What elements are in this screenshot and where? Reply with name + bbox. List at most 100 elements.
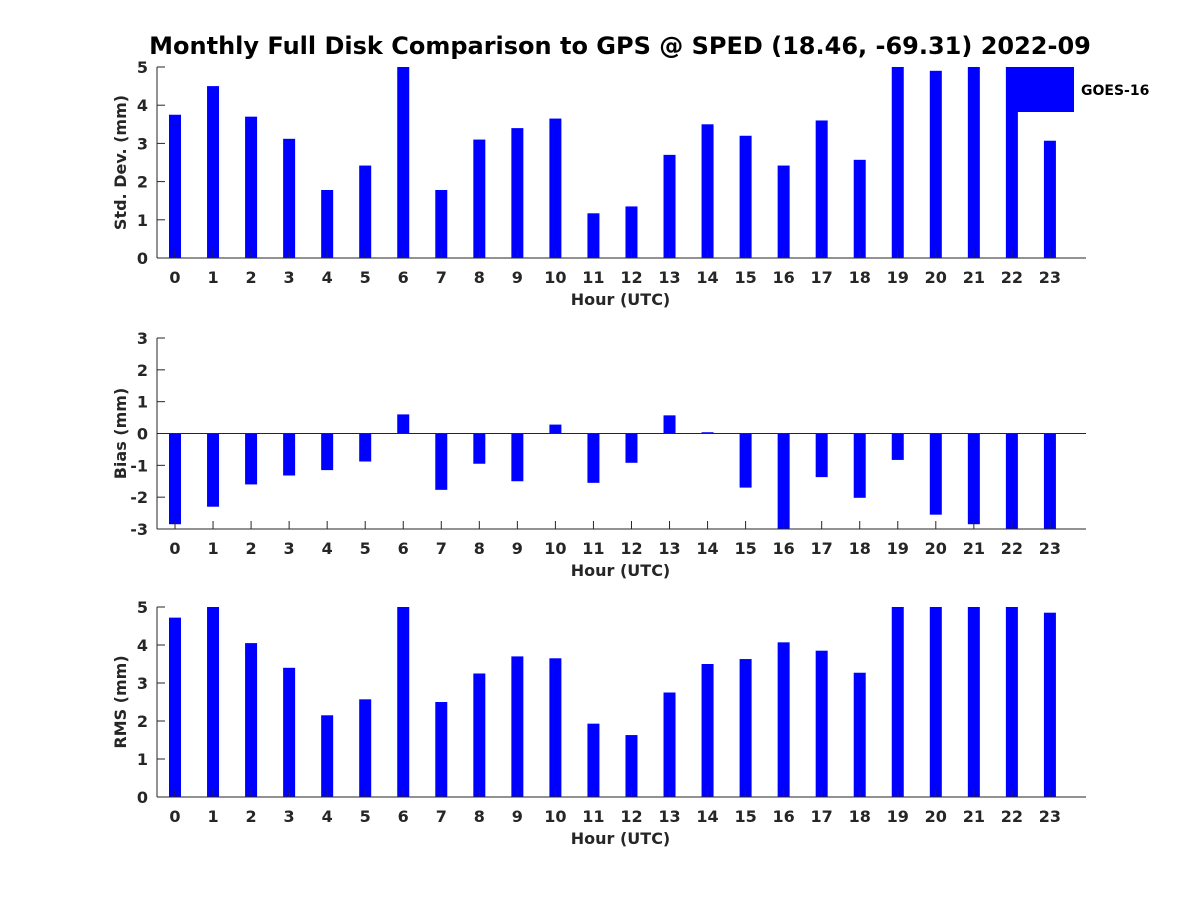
y-tick-label: 1 xyxy=(137,211,148,230)
bar-1-9 xyxy=(511,433,524,482)
x-tick-label: 13 xyxy=(658,807,680,826)
bar-2-18 xyxy=(853,672,866,797)
y-tick-label: 3 xyxy=(137,674,148,693)
legend-label: GOES-16 xyxy=(1081,83,1149,99)
bar-2-6 xyxy=(397,607,410,797)
bar-1-2 xyxy=(245,433,258,485)
y-tick-label: 2 xyxy=(137,712,148,731)
bar-2-0 xyxy=(169,617,181,797)
bar-1-15 xyxy=(739,433,752,488)
bar-0-8 xyxy=(473,139,486,258)
bar-1-13 xyxy=(663,415,676,434)
bar-0-3 xyxy=(283,138,296,258)
x-tick-label: 12 xyxy=(620,539,642,558)
bar-2-10 xyxy=(549,658,562,797)
x-tick-label: 4 xyxy=(322,268,333,287)
bar-2-13 xyxy=(663,692,676,797)
bar-2-2 xyxy=(245,643,258,797)
x-tick-label: 14 xyxy=(696,268,718,287)
bar-2-16 xyxy=(777,642,790,797)
x-tick-label: 14 xyxy=(696,807,718,826)
x-axis-label: Hour (UTC) xyxy=(571,829,671,848)
chart-title: Monthly Full Disk Comparison to GPS @ SP… xyxy=(149,32,1091,60)
bar-1-7 xyxy=(435,433,448,490)
x-tick-label: 10 xyxy=(544,268,566,287)
x-tick-label: 10 xyxy=(544,539,566,558)
bar-2-1 xyxy=(207,607,220,797)
x-tick-label: 11 xyxy=(582,268,604,287)
y-tick-label: 1 xyxy=(137,393,148,412)
x-tick-label: 13 xyxy=(658,268,680,287)
x-tick-label: 5 xyxy=(360,539,371,558)
bar-0-9 xyxy=(511,128,524,258)
bar-1-10 xyxy=(549,424,562,434)
x-tick-label: 6 xyxy=(398,268,409,287)
x-tick-label: 12 xyxy=(620,268,642,287)
x-tick-label: 20 xyxy=(925,807,947,826)
x-tick-label: 18 xyxy=(849,539,871,558)
y-axis-label: RMS (mm) xyxy=(111,655,130,748)
y-tick-label: 5 xyxy=(137,58,148,77)
x-tick-label: 9 xyxy=(512,807,523,826)
x-tick-label: 0 xyxy=(169,807,180,826)
x-tick-label: 17 xyxy=(811,539,833,558)
x-tick-label: 3 xyxy=(284,807,295,826)
bar-1-6 xyxy=(397,414,410,434)
x-tick-label: 11 xyxy=(582,539,604,558)
x-tick-label: 12 xyxy=(620,807,642,826)
x-tick-label: 1 xyxy=(207,539,218,558)
legend[interactable]: GOES-16 xyxy=(1008,67,1149,112)
y-tick-label: 0 xyxy=(137,788,148,807)
bar-1-5 xyxy=(359,433,372,462)
x-tick-label: 9 xyxy=(512,268,523,287)
bar-0-18 xyxy=(853,159,866,258)
y-tick-label: 4 xyxy=(137,96,148,115)
x-tick-label: 15 xyxy=(734,268,756,287)
x-tick-label: 2 xyxy=(246,807,257,826)
x-tick-label: 2 xyxy=(246,268,257,287)
x-tick-label: 21 xyxy=(963,807,985,826)
x-tick-label: 10 xyxy=(544,807,566,826)
bar-2-19 xyxy=(891,607,904,797)
y-tick-label: 2 xyxy=(137,173,148,192)
y-tick-label: 3 xyxy=(137,329,148,348)
y-tick-label: 2 xyxy=(137,361,148,380)
y-tick-label: -2 xyxy=(130,488,148,507)
bar-2-3 xyxy=(283,667,296,797)
x-tick-label: 3 xyxy=(284,268,295,287)
x-tick-label: 18 xyxy=(849,807,871,826)
bar-2-8 xyxy=(473,673,486,797)
bar-1-12 xyxy=(625,433,638,463)
y-tick-label: 5 xyxy=(137,598,148,617)
x-tick-label: 6 xyxy=(398,807,409,826)
bar-0-20 xyxy=(929,70,942,258)
x-tick-label: 8 xyxy=(474,539,485,558)
x-tick-label: 7 xyxy=(436,807,447,826)
x-tick-label: 16 xyxy=(773,807,795,826)
bar-2-7 xyxy=(435,702,448,797)
bar-2-4 xyxy=(321,715,334,797)
bar-1-18 xyxy=(853,433,866,498)
y-axis-label: Bias (mm) xyxy=(111,388,130,480)
x-tick-label: 22 xyxy=(1001,268,1023,287)
x-tick-label: 19 xyxy=(887,539,909,558)
x-tick-label: 19 xyxy=(887,268,909,287)
bar-2-20 xyxy=(929,607,942,797)
bar-1-19 xyxy=(891,433,904,460)
bar-0-22 xyxy=(1005,67,1018,258)
x-axis-label: Hour (UTC) xyxy=(571,561,671,580)
legend-swatch-goes-16 xyxy=(1008,67,1074,112)
bar-2-12 xyxy=(625,735,638,797)
bar-0-5 xyxy=(359,165,372,258)
bar-1-23 xyxy=(1043,433,1056,529)
bar-0-6 xyxy=(397,67,410,258)
bar-0-14 xyxy=(701,124,714,258)
bar-0-0 xyxy=(169,114,181,258)
bar-1-0 xyxy=(169,433,181,525)
bar-2-23 xyxy=(1043,612,1056,797)
x-tick-label: 5 xyxy=(360,807,371,826)
